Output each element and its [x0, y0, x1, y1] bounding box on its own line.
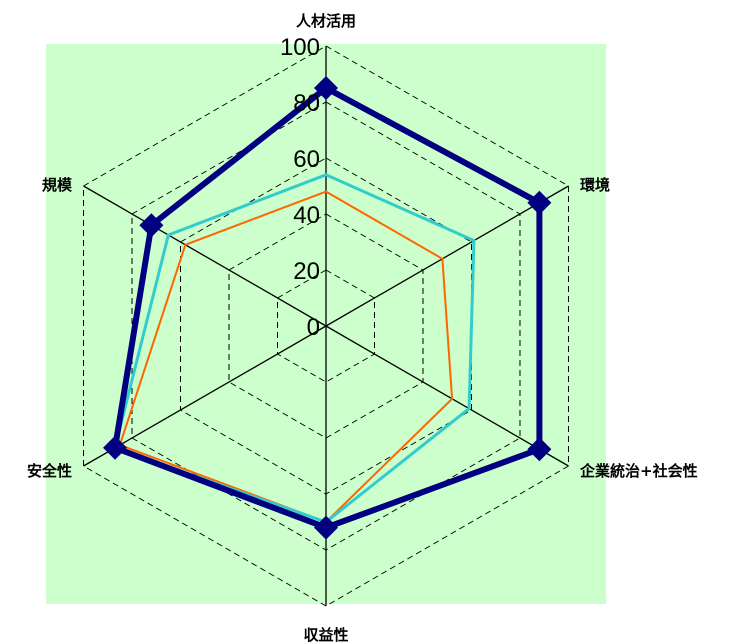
tick-label-100: 100 — [280, 34, 320, 61]
series-0-point-1 — [527, 190, 552, 215]
radar-spokes — [83, 46, 569, 606]
tick-labels: 0 20 40 60 80 100 — [280, 34, 320, 341]
series-0-point-0 — [314, 76, 338, 100]
series-0-point-4 — [103, 435, 128, 460]
radar-series — [103, 76, 552, 540]
axis-label-5: 規模 — [42, 176, 73, 194]
axis-label-0: 人材活用 — [296, 12, 356, 30]
spoke-1 — [325, 185, 569, 327]
tick-label-0: 0 — [307, 314, 320, 341]
tick-label-80: 80 — [293, 90, 320, 117]
axis-label-3: 収益性 — [303, 626, 348, 644]
axis-label-4: 安全性 — [27, 462, 72, 480]
tick-label-60: 60 — [293, 146, 320, 173]
spoke-5 — [83, 185, 327, 327]
tick-label-40: 40 — [293, 202, 320, 229]
series-0-point-3 — [314, 515, 338, 540]
spoke-4 — [83, 325, 327, 467]
series-0-point-2 — [527, 437, 552, 462]
tick-label-20: 20 — [293, 258, 320, 285]
axis-label-2: 企業統治+社会性 — [579, 462, 698, 480]
axis-label-1: 環境 — [580, 176, 610, 194]
series-0-point-5 — [139, 213, 164, 238]
spoke-2 — [325, 325, 569, 467]
